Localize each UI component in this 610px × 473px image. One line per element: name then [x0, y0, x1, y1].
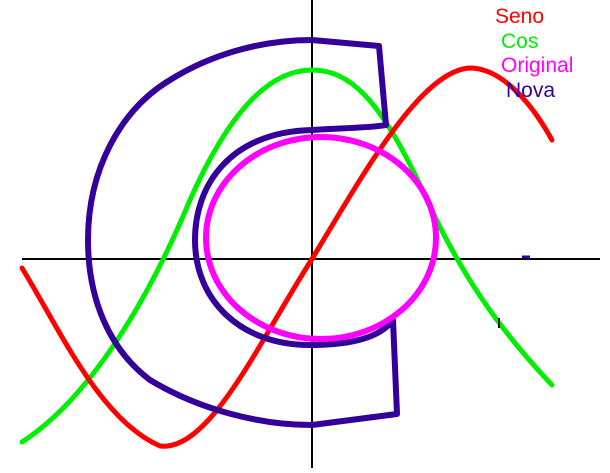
seno-curve: [19, 65, 555, 449]
cos-curve: [19, 67, 555, 445]
legend-seno-label: Seno: [495, 5, 545, 28]
legend-cos-label: Cos: [501, 30, 539, 53]
legend-original-label: Original: [501, 54, 574, 77]
original-circle: [203, 134, 439, 342]
legend-nova-label: Nova: [506, 79, 556, 102]
nova-curve: [85, 37, 400, 428]
